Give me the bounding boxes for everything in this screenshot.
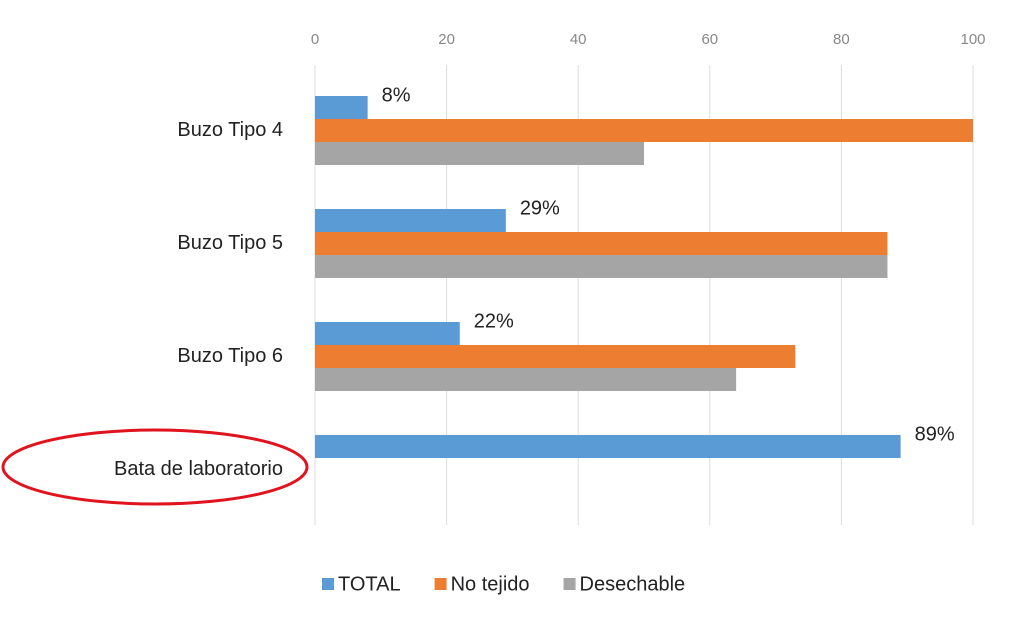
x-tick-label: 100	[960, 31, 985, 48]
legend-label: No tejido	[451, 573, 530, 595]
bar	[315, 142, 644, 165]
bar	[315, 368, 737, 391]
category-label: Bata de laboratorio	[114, 458, 283, 480]
value-label: 29%	[520, 197, 560, 219]
bar	[315, 96, 368, 119]
bar	[315, 322, 460, 345]
bar	[315, 232, 888, 255]
x-tick-label: 40	[570, 31, 587, 48]
x-tick-label: 0	[311, 31, 319, 48]
category-label: Buzo Tipo 4	[177, 119, 283, 141]
value-label: 8%	[382, 84, 411, 106]
legend-swatch	[563, 578, 576, 590]
category-label: Buzo Tipo 5	[177, 232, 283, 254]
value-label: 22%	[474, 310, 514, 332]
bar	[315, 119, 973, 142]
category-label: Buzo Tipo 6	[177, 345, 283, 367]
x-tick-label: 60	[701, 31, 718, 48]
legend-label: TOTAL	[338, 573, 401, 595]
legend-swatch	[434, 578, 447, 590]
legend-swatch	[322, 578, 334, 590]
bar	[315, 345, 796, 368]
value-label: 89%	[915, 423, 955, 445]
bar	[315, 255, 888, 278]
legend-label: Desechable	[580, 573, 686, 595]
x-tick-label: 20	[438, 31, 455, 48]
bar	[315, 209, 506, 232]
x-tick-label: 80	[833, 31, 850, 48]
bar	[315, 435, 901, 458]
highlight-ellipse	[1, 428, 309, 506]
